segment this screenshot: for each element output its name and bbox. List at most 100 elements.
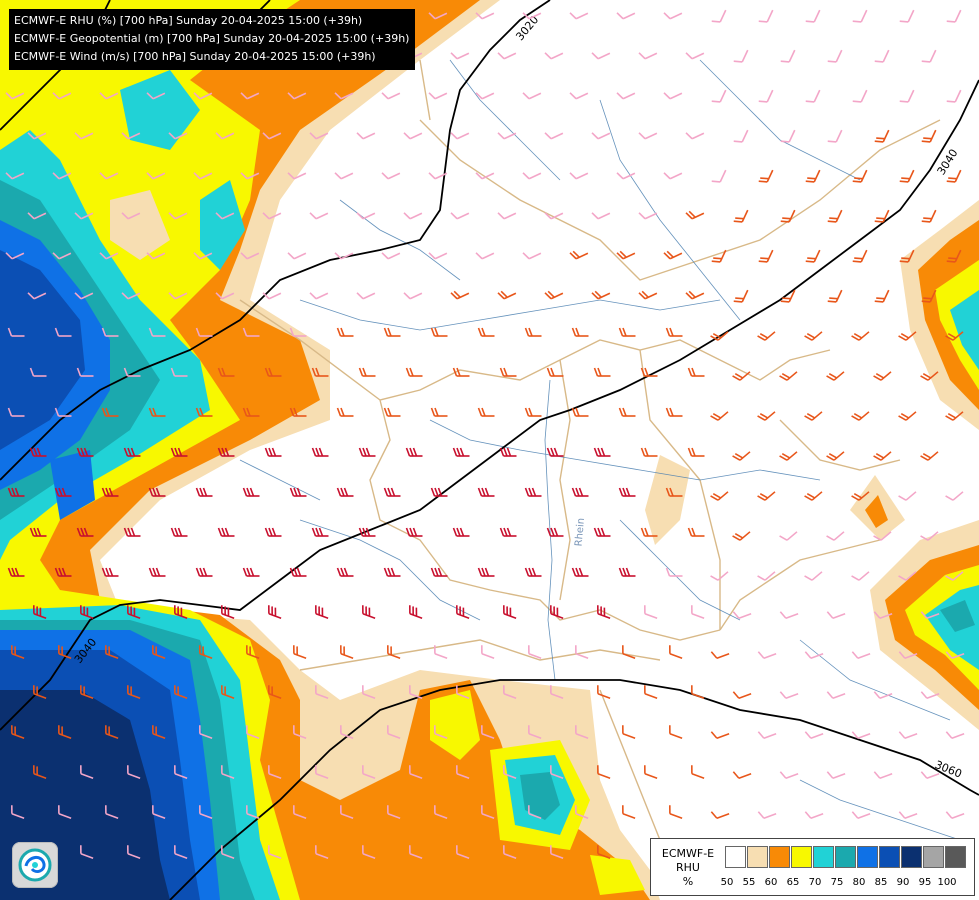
wind-barb — [7, 327, 25, 337]
map-title-box: ECMWF-E RHU (%) [700 hPa] Sunday 20-04-2… — [9, 9, 416, 70]
wind-barb — [669, 645, 683, 659]
wind-barb — [450, 52, 470, 60]
wind-barb — [851, 731, 871, 739]
wind-barb — [33, 765, 47, 779]
wind-barb — [195, 487, 213, 497]
wind-barb — [732, 691, 752, 699]
wind-barb — [522, 172, 542, 180]
wind-barb — [146, 92, 166, 100]
wind-barb — [99, 252, 119, 260]
wind-barb — [622, 645, 636, 659]
wind-barb — [497, 290, 517, 300]
wind-barb — [779, 771, 799, 779]
wind-barb — [522, 12, 542, 20]
wind-barb — [758, 9, 774, 23]
wind-barb — [381, 92, 401, 100]
wind-barb — [121, 132, 141, 140]
wind-barb — [920, 691, 940, 699]
wind-barb — [7, 567, 25, 577]
wind-barb — [481, 805, 495, 819]
wind-barb — [616, 12, 636, 20]
wind-barb — [546, 447, 564, 457]
wind-barb — [430, 407, 448, 417]
wind-barb — [757, 731, 777, 739]
wind-barb — [644, 765, 658, 779]
wind-barb — [946, 9, 962, 23]
wind-barb — [945, 411, 964, 421]
wind-barb — [780, 129, 796, 143]
wind-barb — [264, 527, 282, 537]
wind-barb — [710, 331, 729, 341]
wind-barb — [309, 212, 329, 220]
wind-barb — [27, 132, 47, 140]
wind-barb — [152, 725, 166, 739]
wind-barb — [805, 9, 821, 23]
wind-barb — [121, 212, 141, 220]
wind-barb — [732, 611, 752, 619]
wind-barb — [497, 52, 517, 60]
wind-barb — [358, 527, 376, 537]
wind-barb — [710, 731, 730, 739]
wind-barb — [544, 132, 564, 140]
wind-barb — [663, 12, 683, 20]
wind-barb — [174, 765, 188, 779]
legend-tick: 55 — [742, 877, 756, 888]
wind-barb — [311, 527, 329, 537]
wind-barb — [27, 292, 47, 300]
wind-barb — [121, 292, 141, 300]
wind-barb — [80, 845, 94, 859]
wind-barb — [710, 811, 730, 819]
legend-swatch — [813, 846, 834, 868]
wind-barb — [54, 567, 72, 577]
wind-barb — [123, 447, 141, 457]
wind-barb — [945, 731, 965, 739]
wind-barb — [240, 252, 260, 260]
wind-barb — [571, 407, 589, 417]
wind-barb — [920, 451, 939, 461]
wind-barb — [873, 691, 893, 699]
wind-barb — [569, 172, 589, 180]
wind-barb — [287, 92, 307, 100]
wind-barb — [687, 527, 705, 537]
wind-barb — [779, 531, 798, 541]
wind-barb — [199, 645, 213, 659]
legend-swatch — [901, 846, 922, 868]
legend-swatch — [835, 846, 856, 868]
wind-barb — [898, 491, 917, 501]
wind-barb — [758, 169, 774, 183]
wind-barb — [293, 645, 307, 659]
wind-barb — [58, 725, 72, 739]
wind-barb — [268, 845, 282, 859]
title-line-geopotential: ECMWF-E Geopotential (m) [700 hPa] Sunda… — [14, 32, 410, 45]
wind-barb — [11, 645, 25, 659]
wind-barb — [779, 371, 798, 381]
wind-barb — [733, 209, 749, 223]
contour-label-3040-east: 3040 — [935, 147, 961, 178]
wind-barb — [851, 491, 870, 501]
wind-barb — [148, 407, 166, 417]
wind-barb — [499, 367, 517, 377]
wind-barb — [434, 805, 448, 819]
wind-barb — [127, 605, 141, 619]
wind-barb — [475, 172, 495, 180]
wind-barb — [240, 172, 260, 180]
wind-barb — [575, 645, 589, 659]
legend-color-scale — [725, 846, 967, 868]
wind-barb — [168, 132, 188, 140]
wind-barb — [733, 49, 749, 63]
wind-barb — [168, 212, 188, 220]
wind-barb — [215, 212, 235, 220]
wind-barb — [873, 371, 892, 381]
wind-barb — [262, 292, 282, 300]
wind-barb — [826, 531, 845, 541]
wind-barb — [58, 645, 72, 659]
wind-barb — [123, 527, 141, 537]
wind-barb — [315, 845, 329, 859]
wind-barb — [687, 367, 705, 377]
wind-barb — [571, 327, 589, 337]
legend-tick: 80 — [852, 877, 866, 888]
wind-barb — [669, 805, 683, 819]
wind-barb — [874, 49, 890, 63]
wind-barb — [195, 407, 213, 417]
